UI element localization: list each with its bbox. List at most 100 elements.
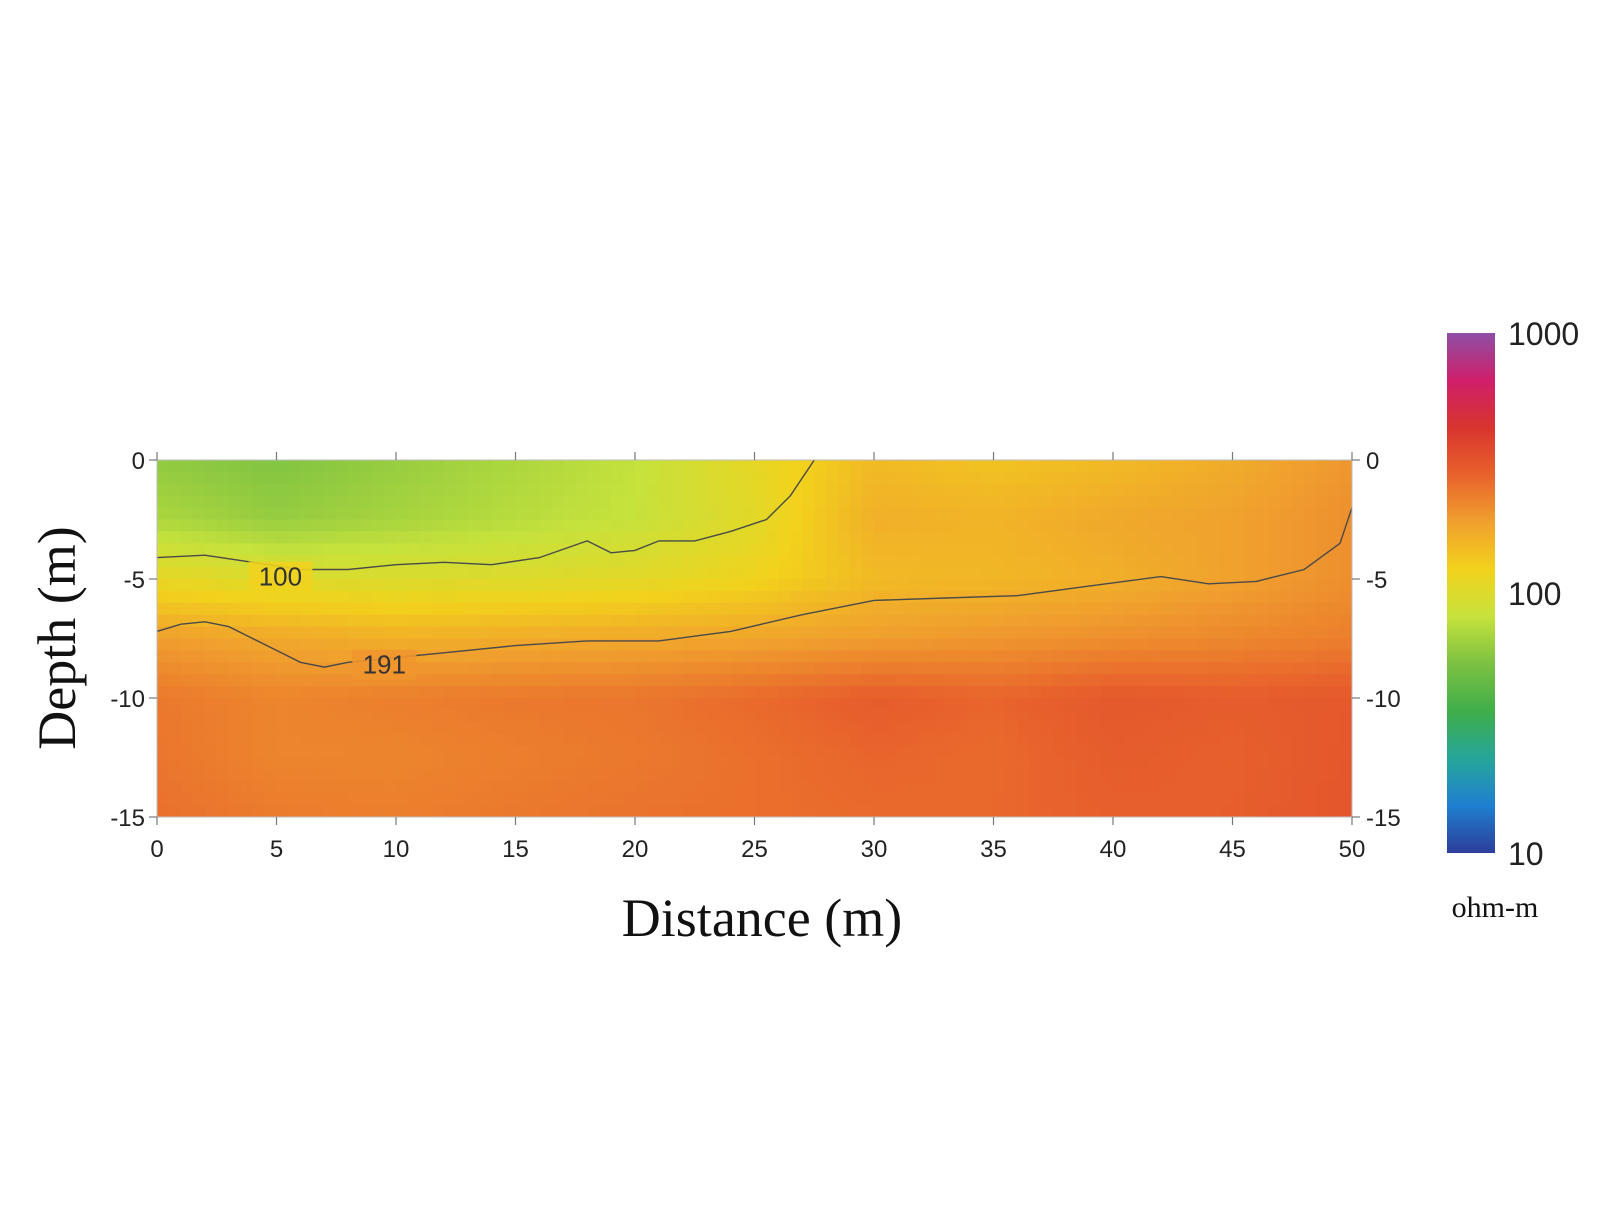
resistivity-cell [180, 531, 194, 544]
y-tick-label-right: -5 [1366, 567, 1387, 594]
resistivity-cell [1101, 769, 1114, 782]
resistivity-cell [1280, 602, 1293, 616]
resistivity-cell [455, 531, 469, 544]
resistivity-cell [993, 614, 1007, 628]
resistivity-cell [1304, 614, 1317, 628]
resistivity-cell [192, 590, 206, 604]
resistivity-cell [491, 793, 505, 806]
resistivity-cell [599, 781, 612, 794]
resistivity-field [157, 460, 1352, 817]
resistivity-cell [443, 793, 457, 806]
resistivity-cell [527, 460, 540, 473]
resistivity-cell [1101, 602, 1114, 616]
resistivity-cell [180, 686, 194, 699]
resistivity-cell [324, 460, 337, 473]
resistivity-cell [384, 793, 397, 806]
resistivity-cell [539, 614, 552, 628]
resistivity-cell [1292, 531, 1305, 544]
resistivity-cell [814, 721, 827, 735]
resistivity-cell [1280, 733, 1293, 747]
resistivity-cell [1124, 579, 1138, 592]
resistivity-cell [1292, 579, 1305, 592]
resistivity-cell [467, 555, 481, 568]
resistivity-cell [1208, 567, 1222, 580]
resistivity-cell [467, 698, 481, 711]
resistivity-cell [1316, 471, 1329, 485]
resistivity-cell [1256, 471, 1269, 485]
resistivity-cell [1160, 781, 1174, 794]
resistivity-cell [324, 745, 337, 759]
resistivity-cell [1328, 769, 1341, 782]
resistivity-cell [670, 460, 684, 473]
resistivity-cell [503, 674, 517, 687]
resistivity-cell [778, 602, 791, 616]
resistivity-cell [921, 769, 935, 782]
resistivity-cell [1268, 733, 1281, 747]
resistivity-cell [312, 626, 325, 640]
resistivity-cell [1232, 650, 1246, 663]
resistivity-cell [682, 686, 696, 699]
resistivity-cell [539, 567, 552, 580]
resistivity-cell [850, 626, 863, 640]
resistivity-cell [909, 579, 923, 592]
resistivity-cell [443, 709, 457, 723]
resistivity-cell [885, 460, 899, 473]
resistivity-cell [419, 460, 433, 473]
resistivity-cell [682, 495, 696, 509]
resistivity-cell [874, 650, 887, 663]
resistivity-cell [933, 471, 947, 485]
resistivity-cell [981, 495, 995, 509]
resistivity-cell [515, 471, 529, 485]
resistivity-cell [1077, 686, 1090, 699]
resistivity-cell [396, 567, 409, 580]
resistivity-cell [1065, 495, 1078, 509]
resistivity-cell [635, 495, 648, 509]
resistivity-cell [467, 495, 481, 509]
resistivity-cell [1304, 579, 1317, 592]
resistivity-cell [1041, 579, 1054, 592]
resistivity-cell [945, 507, 959, 521]
resistivity-cell [455, 650, 469, 663]
resistivity-cell [897, 745, 911, 759]
resistivity-cell [288, 793, 301, 806]
resistivity-cell [730, 686, 744, 699]
resistivity-cell [455, 567, 469, 580]
resistivity-cell [192, 793, 206, 806]
resistivity-cell [1065, 590, 1078, 604]
resistivity-cell [1208, 543, 1222, 556]
resistivity-cell [1101, 745, 1114, 759]
resistivity-cell [180, 698, 194, 711]
resistivity-cell [742, 662, 756, 675]
resistivity-cell [969, 460, 983, 473]
resistivity-cell [479, 519, 493, 532]
resistivity-cell [611, 555, 624, 568]
resistivity-cell [694, 733, 708, 747]
resistivity-cell [766, 602, 779, 616]
resistivity-cell [479, 626, 493, 640]
resistivity-cell [1196, 709, 1210, 723]
resistivity-cell [933, 531, 947, 544]
resistivity-cell [862, 519, 875, 532]
resistivity-cell [706, 495, 720, 509]
resistivity-cell [1089, 781, 1102, 794]
resistivity-cell [981, 769, 995, 782]
resistivity-cell [706, 567, 720, 580]
resistivity-cell [407, 483, 421, 497]
resistivity-cell [694, 686, 708, 699]
resistivity-cell [1316, 674, 1329, 687]
resistivity-cell [300, 793, 313, 806]
resistivity-cell [1232, 495, 1246, 509]
resistivity-cell [240, 662, 254, 675]
resistivity-cell [467, 781, 481, 794]
resistivity-cell [694, 602, 708, 616]
resistivity-cell [192, 483, 206, 497]
resistivity-cell [1340, 698, 1352, 711]
resistivity-cell [874, 555, 887, 568]
resistivity-cell [479, 579, 493, 592]
resistivity-cell [1304, 460, 1317, 473]
resistivity-cell [455, 805, 469, 817]
resistivity-cell [491, 805, 505, 817]
resistivity-cell [742, 638, 756, 651]
resistivity-cell [754, 638, 768, 651]
resistivity-cell [826, 662, 839, 675]
